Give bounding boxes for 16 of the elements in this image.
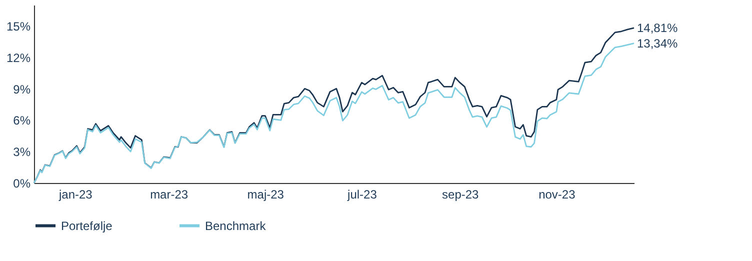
annotation: 13,34% (637, 36, 678, 50)
y-tick-label: 12% (6, 50, 31, 65)
legend-label: Benchmark (205, 218, 267, 233)
y-tick-label: 0% (13, 176, 31, 190)
y-tick-label: 9% (13, 82, 31, 96)
legend-label: Portefølje (61, 218, 113, 233)
x-tick-label: mar-23 (150, 188, 188, 202)
x-tick-label: maj-23 (247, 188, 284, 202)
x-tick-label: jan-23 (58, 188, 93, 202)
x-tick-label: nov-23 (538, 188, 576, 202)
x-tick-label: sep-23 (442, 188, 480, 202)
y-tick-label: 6% (13, 114, 31, 128)
annotation: 14,81% (637, 20, 678, 35)
y-tick-label: 15% (6, 19, 31, 34)
x-tick-label: jul-23 (346, 188, 378, 202)
y-tick-label: 3% (13, 145, 31, 160)
